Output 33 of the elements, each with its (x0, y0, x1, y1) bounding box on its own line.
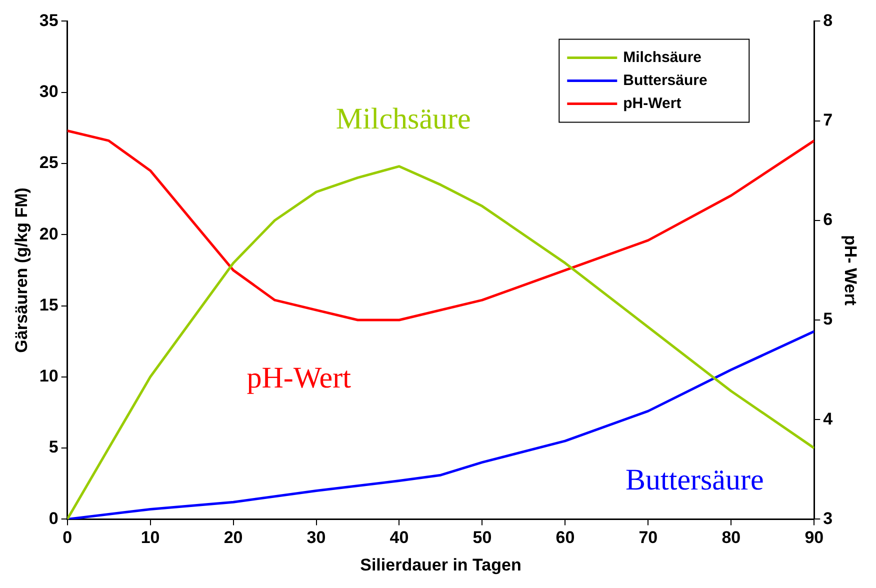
y2-tick-label: 3 (823, 508, 833, 528)
x-tick-label: 30 (306, 528, 326, 548)
y2-tick-label: 8 (823, 10, 833, 30)
legend-label: Milchsäure (623, 48, 702, 66)
y-axis-title: Gärsäuren (g/kg FM) (12, 188, 31, 353)
x-tick-label: 70 (638, 528, 658, 548)
annotation: Milchsäure (336, 102, 471, 136)
legend-label: pH-Wert (623, 94, 682, 112)
y-tick-label: 30 (39, 82, 58, 102)
y-tick-label: 5 (48, 438, 58, 457)
x-tick-label: 80 (722, 528, 741, 548)
x-tick-label: 10 (140, 528, 160, 548)
y-tick-label: 0 (48, 508, 58, 528)
y-tick-label: 10 (39, 366, 58, 386)
x-tick-label: 0 (62, 528, 72, 548)
x-tick-label: 90 (804, 528, 824, 548)
x-axis-title: Silierdauer in Tagen (360, 555, 522, 574)
y2-tick-label: 5 (823, 310, 833, 329)
annotation: pH-Wert (246, 362, 352, 395)
x-tick-label: 50 (472, 528, 492, 548)
y2-tick-label: 6 (823, 210, 833, 230)
legend-label: Buttersäure (623, 72, 708, 89)
y2-tick-label: 7 (823, 110, 833, 130)
y2-tick-label: 4 (823, 409, 834, 428)
x-tick-label: 20 (224, 528, 243, 548)
y-tick-label: 15 (39, 295, 58, 314)
y-tick-label: 20 (39, 224, 58, 244)
x-tick-label: 60 (556, 528, 575, 548)
y-tick-label: 25 (39, 153, 58, 172)
y-tick-label: 35 (39, 10, 58, 30)
x-tick-label: 40 (390, 528, 409, 548)
y2-axis-title: pH- Wert (841, 234, 860, 306)
annotation: Buttersäure (626, 464, 764, 497)
